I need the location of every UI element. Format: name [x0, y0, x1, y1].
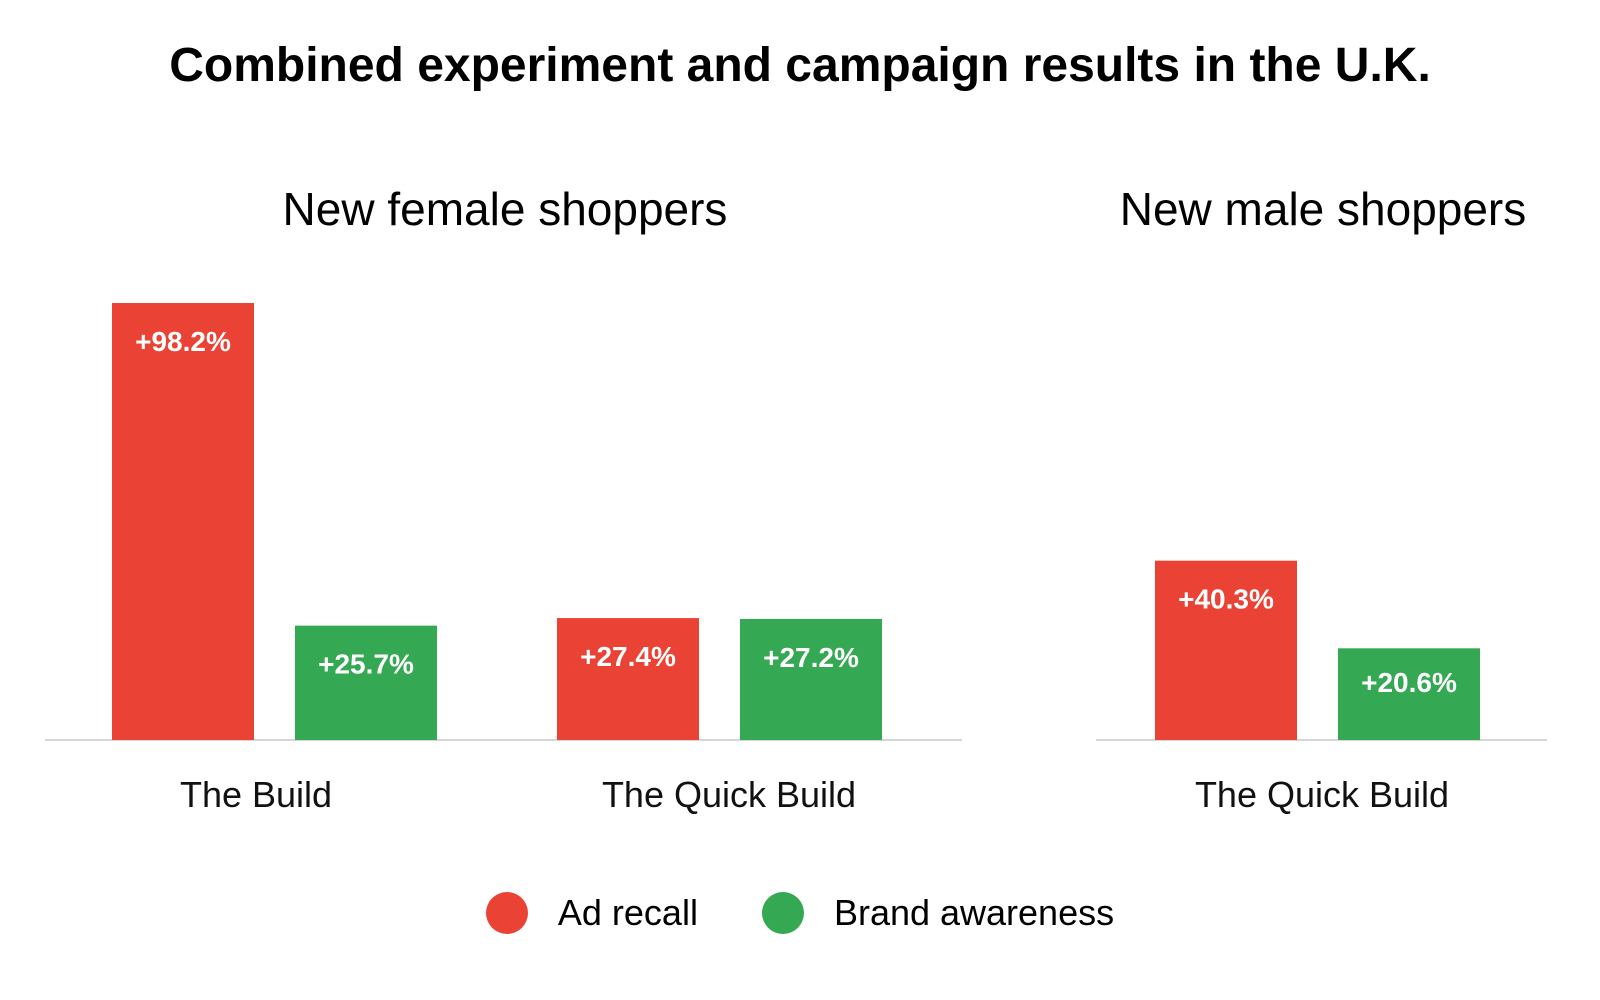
category-label: The Build — [180, 774, 332, 815]
panel-title: New female shoppers — [283, 183, 728, 235]
bar-data-label: +27.4% — [580, 641, 676, 672]
bar — [557, 618, 699, 740]
legend-item-ad-recall: Ad recall — [485, 892, 698, 934]
chart-title: Combined experiment and campaign results… — [169, 39, 1431, 92]
bar — [295, 625, 437, 740]
legend-label-ad-recall: Ad recall — [557, 892, 698, 933]
chart-svg: New female shoppers +98.2% +25.7% The Build… — [45, 183, 1547, 815]
bar-data-label: +27.2% — [763, 642, 859, 673]
panel-title: New male shoppers — [1120, 183, 1527, 235]
legend-item-brand-awareness: Brand awareness — [761, 892, 1115, 934]
legend-swatch-ad-recall — [485, 892, 528, 934]
bar — [112, 303, 254, 740]
bar-data-label: +98.2% — [135, 326, 231, 357]
legend-label-brand-awareness: Brand awareness — [833, 892, 1115, 933]
legend-swatch-brand-awareness — [761, 892, 804, 934]
category-label: The Quick Build — [602, 774, 856, 815]
bar-data-label: +25.7% — [318, 649, 414, 680]
bar — [1338, 648, 1480, 740]
category-label: The Quick Build — [1195, 774, 1449, 815]
bar-data-label: +40.3% — [1178, 584, 1274, 615]
bar — [1155, 560, 1297, 740]
bar-data-label: +20.6% — [1361, 667, 1457, 698]
bar — [740, 618, 882, 740]
legend: Ad recall Brand awareness — [0, 892, 1600, 934]
